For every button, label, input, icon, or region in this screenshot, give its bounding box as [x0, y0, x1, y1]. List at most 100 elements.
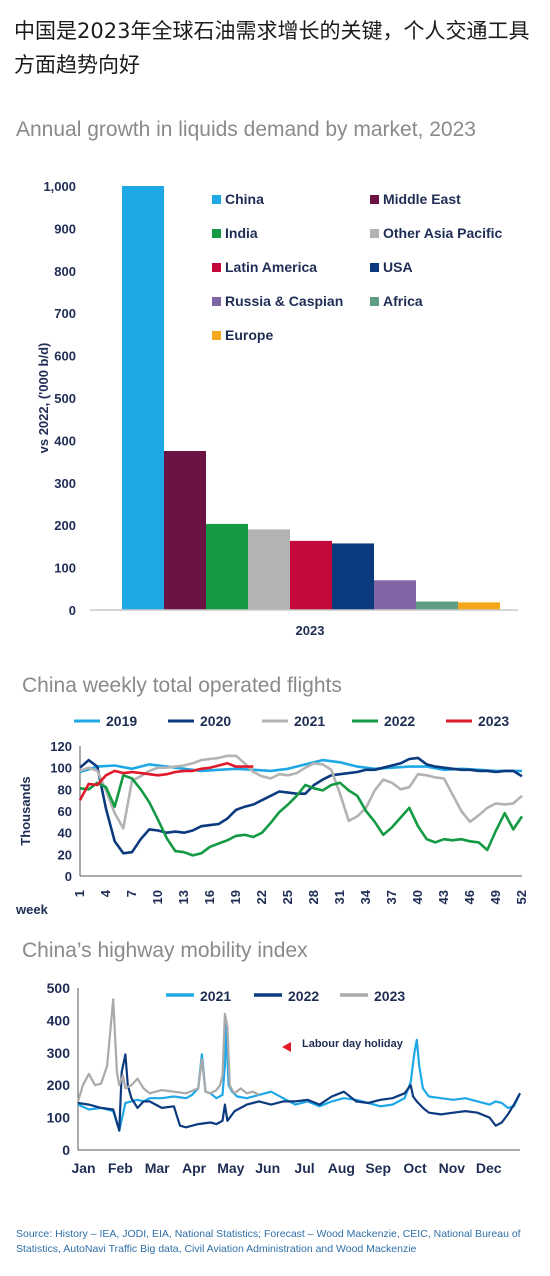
series-line-2023	[76, 998, 260, 1102]
x-tick-label: 31	[332, 890, 347, 904]
y-tick-label: 120	[50, 739, 72, 754]
legend-label: 2021	[200, 988, 231, 1004]
series-line-2022	[77, 1053, 521, 1132]
bar-middle-east	[164, 451, 206, 610]
y-tick-label: 200	[47, 1077, 71, 1093]
line-chart-highway-mobility: China’s highway mobility index 2021 2022 20…	[22, 939, 521, 1176]
bar-russia-caspian	[374, 580, 416, 610]
y-tick-label: 100	[54, 561, 76, 576]
y-tick-label: 0	[65, 869, 72, 884]
x-tick-label: 34	[358, 889, 373, 904]
x-tick-label: 25	[280, 890, 295, 904]
y-tick-label: 60	[58, 804, 72, 819]
y-tick-label: 400	[54, 433, 76, 448]
y-tick-label: 100	[47, 1110, 71, 1126]
legend-swatch	[212, 297, 221, 306]
bar-usa	[332, 543, 374, 610]
y-tick-label: 900	[54, 221, 76, 236]
chart-title: Annual growth in liquids demand by marke…	[16, 118, 476, 141]
x-tick-label: 13	[176, 890, 191, 904]
x-tick-label: 28	[306, 890, 321, 904]
bar-africa	[416, 601, 458, 610]
legend-swatch	[212, 195, 221, 204]
legend-swatch	[370, 195, 379, 204]
y-tick-label: 800	[54, 264, 76, 279]
x-tick-label-jun: Jun	[255, 1160, 280, 1176]
legend-item-2019: 2019	[74, 713, 137, 729]
legend-label: China	[225, 191, 264, 207]
x-tick-label: 46	[462, 890, 477, 904]
x-tick-label: 7	[124, 890, 139, 897]
y-tick-label: 500	[47, 980, 71, 996]
legend-label: 2023	[478, 713, 509, 729]
y-tick-label: 200	[54, 518, 76, 533]
x-tick-label: 37	[384, 890, 399, 904]
y-tick-label: 400	[47, 1012, 71, 1028]
legend-label: USA	[383, 259, 413, 275]
legend-label: 2022	[288, 988, 319, 1004]
legend-label: Russia & Caspian	[225, 293, 343, 309]
chart-title: China weekly total operated flights	[22, 674, 342, 697]
annotation-arrow	[282, 1042, 291, 1052]
legend-label: 2020	[200, 713, 231, 729]
series-line-2023	[78, 762, 254, 801]
legend-item-2021: 2021	[166, 988, 231, 1004]
x-tick-label: 43	[436, 890, 451, 904]
x-tick-label-oct: Oct	[403, 1160, 427, 1176]
y-tick-label: 20	[58, 847, 72, 862]
legend-item-latin-america: Latin America	[212, 259, 317, 275]
bar-india	[206, 523, 248, 610]
legend-item-other-asia-pacific: Other Asia Pacific	[370, 225, 503, 241]
legend-label: Africa	[383, 293, 423, 309]
legend-item-africa: Africa	[370, 293, 423, 309]
legend-item-2022: 2022	[254, 988, 319, 1004]
x-tick-label-jan: Jan	[71, 1160, 95, 1176]
legend-item-2022: 2022	[352, 713, 415, 729]
legend-item-2020: 2020	[168, 713, 231, 729]
legend-item-middle-east: Middle East	[370, 191, 461, 207]
legend-swatch	[370, 229, 379, 238]
legend-swatch	[370, 297, 379, 306]
legend-item-2023: 2023	[340, 988, 405, 1004]
bar-europe	[458, 602, 500, 610]
chart-title: China’s highway mobility index	[22, 939, 308, 962]
legend-swatch	[212, 331, 221, 340]
x-tick-label: 40	[410, 890, 425, 904]
x-tick-label-mar: Mar	[145, 1160, 170, 1176]
y-tick-label: 100	[50, 761, 72, 776]
x-tick-label-jul: Jul	[294, 1160, 314, 1176]
legend-item-india: India	[212, 225, 258, 241]
x-tick-label-nov: Nov	[439, 1160, 466, 1176]
legend-item-europe: Europe	[212, 327, 273, 343]
legend-swatch	[370, 263, 379, 272]
legend-label: Other Asia Pacific	[383, 225, 503, 241]
y-tick-label: 0	[62, 1142, 70, 1158]
y-tick-label: 500	[54, 391, 76, 406]
legend-label: Latin America	[225, 259, 317, 275]
series-line-2020	[79, 756, 523, 855]
x-tick-label-feb: Feb	[108, 1160, 133, 1176]
legend-item-russia-caspian: Russia & Caspian	[212, 293, 343, 309]
y-tick-label: 300	[47, 1045, 71, 1061]
source-note: Source: History – IEA, JODI, EIA, Nation…	[16, 1228, 521, 1255]
legend-label: 2022	[384, 713, 415, 729]
x-tick-label: 4	[98, 889, 113, 897]
x-tick-label-aug: Aug	[328, 1160, 355, 1176]
x-tick-label: 1	[72, 890, 87, 897]
legend-label: 2023	[374, 988, 405, 1004]
x-tick-label: 19	[228, 890, 243, 904]
legend-label: 2021	[294, 713, 325, 729]
legend-swatch	[212, 263, 221, 272]
y-axis-label: Thousands	[18, 776, 33, 845]
series-line-2022	[79, 774, 524, 857]
x-tick-label: 10	[150, 890, 165, 904]
x-tick-label: 49	[488, 890, 503, 904]
bar-china	[122, 186, 164, 610]
legend-label: Europe	[225, 327, 273, 343]
y-tick-label: 80	[58, 782, 72, 797]
legend-item-2023: 2023	[446, 713, 509, 729]
y-tick-label: 40	[58, 826, 72, 841]
headline: 中国是2023年全球石油需求增长的关键，个人交通工具方面趋势向好	[14, 19, 530, 77]
legend-label: 2019	[106, 713, 137, 729]
